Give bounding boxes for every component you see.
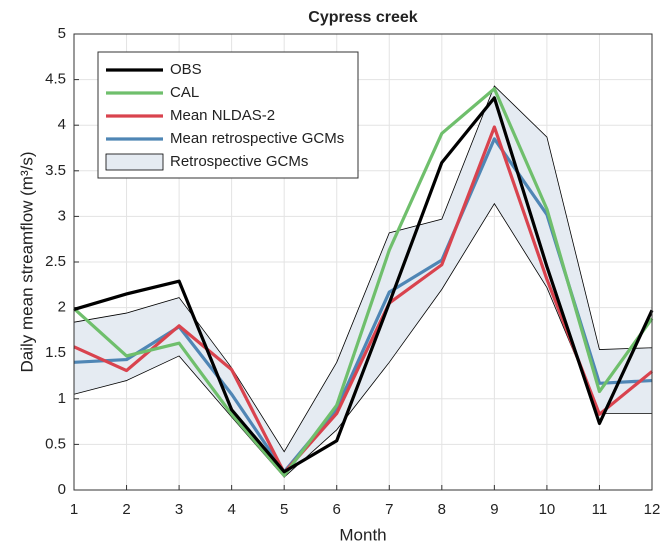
x-tick-label: 1: [70, 501, 78, 518]
y-tick-label: 0: [58, 481, 66, 498]
x-tick-label: 9: [490, 501, 498, 518]
y-tick-label: 3: [58, 207, 66, 224]
series-line: [72, 87, 654, 478]
plot-frame: [73, 33, 653, 491]
y-tick-label: 4.5: [45, 71, 66, 88]
legend-label: CAL: [170, 84, 199, 101]
x-tick-label: 7: [385, 501, 393, 518]
legend-label: Mean retrospective GCMs: [170, 130, 344, 147]
legend-swatch: [105, 153, 164, 171]
x-tick-label: 8: [438, 501, 446, 518]
y-tick-label: 0.5: [45, 435, 66, 452]
y-tick-label: 2.5: [45, 253, 66, 270]
legend-label: Retrospective GCMs: [170, 153, 308, 170]
y-tick-label: 1.5: [45, 344, 66, 361]
x-tick-label: 3: [175, 501, 183, 518]
chart-title: Cypress creek: [308, 9, 418, 26]
y-tick-label: 5: [58, 25, 66, 42]
x-tick-label: 11: [592, 501, 608, 518]
x-tick-label: 2: [122, 501, 130, 518]
x-tick-label: 6: [333, 501, 341, 518]
series-line: [73, 96, 654, 474]
x-tick-label: 12: [644, 501, 661, 518]
y-tick-label: 4: [58, 116, 66, 133]
x-axis-label: Month: [339, 525, 386, 544]
series-line: [73, 125, 654, 475]
x-tick-label: 10: [539, 501, 556, 518]
y-axis-label: Daily mean streamflow (m³/s): [17, 151, 36, 372]
x-tick-label: 5: [280, 501, 288, 518]
legend-label: Mean NLDAS-2: [170, 107, 275, 124]
y-tick-label: 3.5: [45, 162, 66, 179]
legend-label: OBS: [170, 61, 202, 78]
x-tick-label: 4: [227, 501, 235, 518]
y-tick-label: 1: [58, 390, 66, 407]
y-tick-label: 2: [58, 299, 66, 316]
